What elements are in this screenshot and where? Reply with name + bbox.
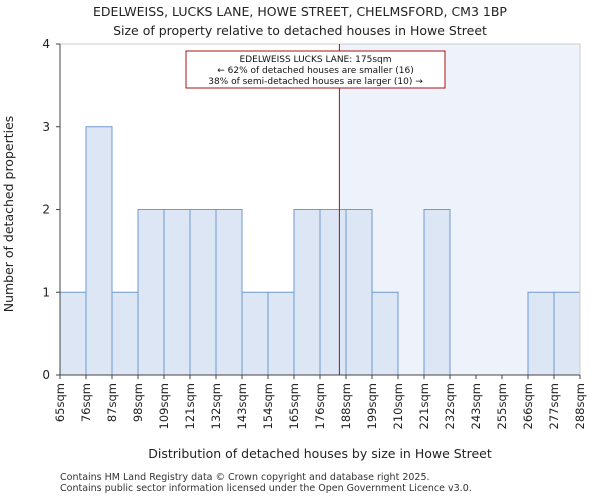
- chart-subtitle: Size of property relative to detached ho…: [113, 23, 487, 38]
- bar-277sqm: [553, 291, 581, 376]
- x-tick-label-255sqm: 255sqm: [495, 383, 509, 429]
- x-tick-label-143sqm: 143sqm: [235, 383, 249, 429]
- y-axis-label: Number of detached properties: [1, 116, 16, 313]
- annotation-line-2: ← 62% of detached houses are smaller (16…: [217, 66, 414, 76]
- footer: Contains HM Land Registry data © Crown c…: [60, 472, 472, 494]
- x-tick-label-199sqm: 199sqm: [365, 383, 379, 429]
- x-tick-label-221sqm: 221sqm: [417, 383, 431, 429]
- x-tick-label-65sqm: 65sqm: [53, 383, 67, 422]
- annotation-box: EDELWEISS LUCKS LANE: 175sqm← 62% of det…: [185, 50, 446, 89]
- bar-132sqm: [215, 209, 243, 376]
- x-tick-label-109sqm: 109sqm: [157, 383, 171, 429]
- annotation-line-1: EDELWEISS LUCKS LANE: 175sqm: [240, 55, 392, 65]
- bar-221sqm: [423, 209, 451, 376]
- x-tick-label-87sqm: 87sqm: [105, 383, 119, 422]
- x-tick-label-210sqm: 210sqm: [391, 383, 405, 429]
- x-tick-label-98sqm: 98sqm: [131, 383, 145, 422]
- bar-143sqm: [241, 291, 269, 376]
- x-tick-label-277sqm: 277sqm: [547, 383, 561, 429]
- x-tick-label-176sqm: 176sqm: [313, 383, 327, 429]
- y-tick-label: 1: [42, 285, 50, 299]
- y-tick-label: 4: [42, 37, 50, 51]
- bar-65sqm: [59, 291, 87, 376]
- x-tick-label-165sqm: 165sqm: [287, 383, 301, 429]
- footer-line-1: Contains HM Land Registry data © Crown c…: [60, 472, 430, 483]
- x-tick-label-232sqm: 232sqm: [443, 383, 457, 429]
- bars-group: [59, 126, 581, 376]
- bar-154sqm: [267, 291, 295, 376]
- x-tick-label-121sqm: 121sqm: [183, 383, 197, 429]
- chart-title-block: EDELWEISS, LUCKS LANE, HOWE STREET, CHEL…: [0, 2, 600, 40]
- y-tick-label: 3: [42, 120, 50, 134]
- bar-76sqm: [85, 126, 113, 376]
- x-tick-label-288sqm: 288sqm: [573, 383, 587, 429]
- y-tick-label: 2: [42, 203, 50, 217]
- y-tick-label: 0: [42, 368, 50, 382]
- bar-109sqm: [163, 209, 191, 376]
- x-tick-label-266sqm: 266sqm: [521, 383, 535, 429]
- x-tick-label-188sqm: 188sqm: [339, 383, 353, 429]
- bar-165sqm: [293, 209, 321, 376]
- bar-199sqm: [371, 291, 399, 376]
- bar-121sqm: [189, 209, 217, 376]
- footer-line-2: Contains public sector information licen…: [60, 483, 472, 494]
- x-tick-label-243sqm: 243sqm: [469, 383, 483, 429]
- annotation-line-3: 38% of semi-detached houses are larger (…: [208, 77, 423, 87]
- x-tick-label-76sqm: 76sqm: [79, 383, 93, 422]
- bar-98sqm: [137, 209, 165, 376]
- bar-87sqm: [111, 291, 139, 376]
- chart-title: EDELWEISS, LUCKS LANE, HOWE STREET, CHEL…: [93, 4, 507, 19]
- axes-group: 0 1 2 3 4 65sqm 76sqm 87sqm 98sqm 109sqm 121sqm 132…: [42, 37, 587, 429]
- bar-176sqm: [319, 209, 347, 376]
- bar-188sqm: [345, 209, 373, 376]
- x-axis-label: Distribution of detached houses by size …: [148, 446, 492, 461]
- x-tick-label-132sqm: 132sqm: [209, 383, 223, 429]
- histogram-chart: 0 1 2 3 4 65sqm 76sqm 87sqm 98sqm 109sqm 121sqm 132…: [1, 37, 587, 461]
- x-tick-label-154sqm: 154sqm: [261, 383, 275, 429]
- bar-266sqm: [527, 291, 555, 376]
